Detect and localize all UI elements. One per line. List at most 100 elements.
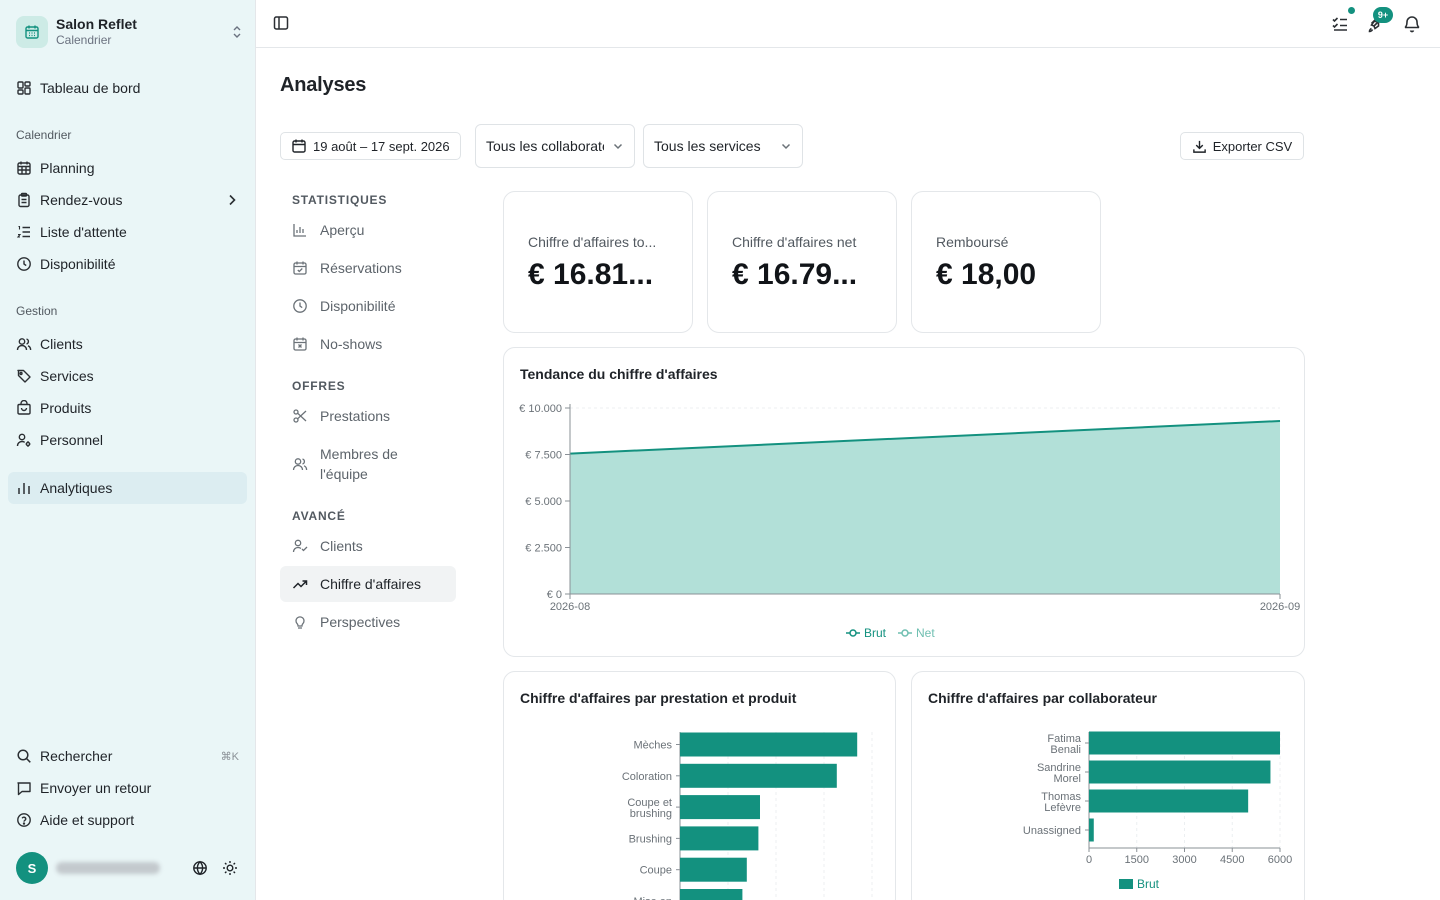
subnav-item-prestations[interactable]: Prestations [280,406,456,426]
revenue-by-collaborator-card: Chiffre d'affaires par collaborateur 0 15… [911,671,1305,900]
user-menu[interactable]: S [16,852,244,884]
sidebar-item-label: Services [40,368,94,384]
sidebar-item-search[interactable]: Rechercher ⌘K [8,740,247,772]
calendar-check-icon [292,260,308,276]
x-tick-label: 0 [1086,854,1092,866]
avatar: S [16,852,48,884]
sidebar-item-planning[interactable]: Planning [8,152,247,184]
kpi-value: € 16.79... [732,258,858,291]
sidebar: Salon Reflet Calendrier Tableau de bord … [0,0,256,900]
download-icon [1192,139,1207,154]
chevron-down-icon [612,140,624,152]
subnav-label: Aperçu [320,222,365,238]
subnav-item-team[interactable]: Membres de l'équipe [280,444,456,484]
sidebar-item-dashboard[interactable]: Tableau de bord [8,72,247,104]
category-label: Coupe et [627,797,672,809]
service-select-value: Tous les services [654,138,761,154]
sidebar-item-waitlist[interactable]: Liste d'attente [8,216,247,248]
user-email-redacted [56,862,160,874]
tag-icon [16,368,32,384]
subnav-label: No-shows [320,336,383,352]
category-label: Sandrine [1037,762,1081,774]
sidebar-item-label: Rechercher [40,748,113,764]
collaborator-select[interactable]: Tous les collaborateurs [475,124,635,168]
sidebar-item-label: Analytiques [40,480,113,496]
notifications-badge: 9+ [1373,7,1393,23]
bell-icon[interactable] [1402,14,1422,34]
kpi-card-net-revenue: Chiffre d'affaires net € 16.79... [707,191,897,333]
chart-title: Tendance du chiffre d'affaires [520,366,718,382]
date-range-picker[interactable]: 19 août – 17 sept. 2026 [280,132,461,160]
scissors-icon [292,408,308,424]
category-label: Coloration [622,771,672,783]
sidebar-item-clients[interactable]: Clients [8,328,247,360]
category-label: Mèches [633,740,672,752]
bar [680,763,837,788]
category-label: Benali [1050,744,1081,756]
sun-icon[interactable] [222,860,238,876]
category-label: Morel [1053,773,1081,785]
chevron-right-icon [225,193,239,207]
sidebar-item-label: Produits [40,400,92,416]
service-select[interactable]: Tous les services [643,124,803,168]
user-check-icon [292,538,308,554]
sidebar-toggle-icon[interactable] [272,14,290,32]
bar [1089,760,1271,784]
x-tick-label: 3000 [1172,854,1196,866]
subnav-item-revenue[interactable]: Chiffre d'affaires [280,566,456,602]
y-tick-label: € 0 [547,589,562,601]
subnav-label: Chiffre d'affaires [320,576,421,592]
chart-title: Chiffre d'affaires par prestation et pro… [520,690,797,706]
y-tick-label: € 2.500 [525,543,562,555]
globe-icon[interactable] [192,860,208,876]
y-tick-label: € 5.000 [525,496,562,508]
sidebar-item-label: Rendez-vous [40,192,123,208]
sidebar-item-feedback[interactable]: Envoyer un retour [8,772,247,804]
bar [1089,731,1280,755]
kpi-label: Chiffre d'affaires net [732,234,857,250]
subnav-group-advanced: AVANCÉ [292,509,346,523]
workspace-switcher[interactable]: Salon Reflet Calendrier [16,14,244,50]
bar [1089,818,1094,842]
sidebar-item-analytics[interactable]: Analytiques [8,472,247,504]
sidebar-item-services[interactable]: Services [8,360,247,392]
calendar-icon [291,138,307,154]
legend-label: Net [916,626,935,640]
subnav-item-noshows[interactable]: No-shows [280,334,456,354]
rocket-icon[interactable] [1366,14,1386,34]
subnav-item-clients[interactable]: Clients [280,536,456,556]
sidebar-item-availability[interactable]: Disponibilité [8,248,247,280]
legend-label: Brut [1137,877,1160,891]
tasks-checklist-icon[interactable] [1330,14,1350,34]
calendar-icon [16,16,48,48]
sidebar-item-products[interactable]: Produits [8,392,247,424]
top-bar: 9+ [256,0,1440,48]
subnav-item-overview[interactable]: Aperçu [280,220,456,240]
subnav-item-outlook[interactable]: Perspectives [280,612,456,632]
page-title: Analyses [280,74,367,96]
kpi-label: Remboursé [936,234,1009,250]
chevron-up-down-icon [230,25,244,39]
subnav-item-availability[interactable]: Disponibilité [280,296,456,316]
bar [680,857,747,882]
tasks-status-dot [1347,6,1356,15]
export-csv-button[interactable]: Exporter CSV [1180,132,1304,160]
bar [680,795,760,820]
bar-chart-icon [292,222,308,238]
bar [680,889,743,900]
sidebar-item-help[interactable]: Aide et support [8,804,247,836]
x-tick-label: 6000 [1268,854,1292,866]
bar [680,826,759,851]
sidebar-item-label: Personnel [40,432,104,448]
subnav-item-reservations[interactable]: Réservations [280,258,456,278]
sidebar-item-appointments[interactable]: Rendez-vous [8,184,247,216]
subnav-label: Prestations [320,408,391,424]
category-label: Unassigned [1023,825,1081,837]
calendar-x-icon [292,336,308,352]
keyboard-shortcut: ⌘K [220,750,239,763]
revenue-trend-card: Tendance du chiffre d'affaires € 0 € 2.50… [503,347,1305,657]
sidebar-item-staff[interactable]: Personnel [8,424,247,456]
kpi-value: € 16.81... [528,258,654,291]
collaborator-select-value: Tous les collaborateurs [486,138,604,154]
bar [1089,789,1249,813]
